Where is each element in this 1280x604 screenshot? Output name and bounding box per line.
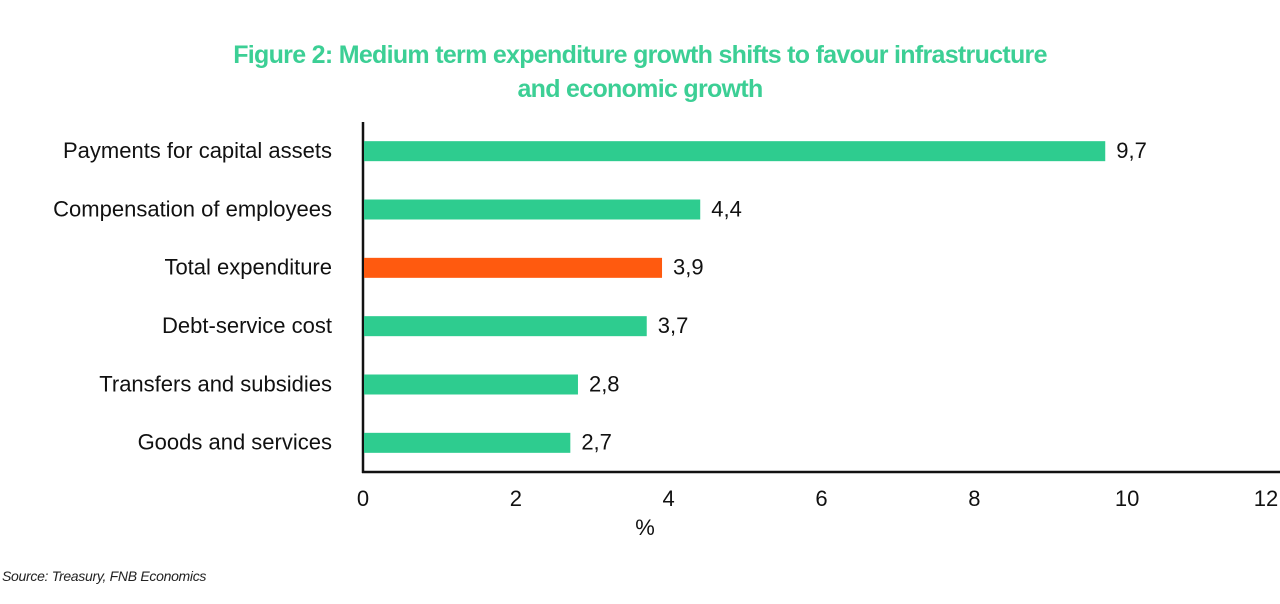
bar bbox=[364, 432, 571, 453]
bar bbox=[364, 316, 647, 337]
bar bbox=[364, 257, 663, 278]
chart-title: Figure 2: Medium term expenditure growth… bbox=[233, 41, 1047, 103]
data-label: 2,8 bbox=[589, 371, 620, 396]
x-axis-label: % bbox=[635, 515, 655, 540]
x-tick-label: 0 bbox=[357, 486, 369, 511]
bar bbox=[364, 199, 701, 220]
x-tick-label: 6 bbox=[815, 486, 827, 511]
x-tick-label: 4 bbox=[663, 486, 675, 511]
x-tick-label: 10 bbox=[1115, 486, 1139, 511]
x-tick-label: 12 bbox=[1254, 486, 1278, 511]
bar bbox=[364, 141, 1106, 162]
data-label: 9,7 bbox=[1116, 138, 1147, 163]
y-tick-label: Compensation of employees bbox=[53, 196, 332, 221]
data-label: 2,7 bbox=[581, 430, 612, 455]
data-label: 3,7 bbox=[658, 313, 689, 338]
y-tick-label: Transfers and subsidies bbox=[99, 371, 332, 396]
y-tick-label: Payments for capital assets bbox=[63, 138, 332, 163]
x-tick-label: 8 bbox=[968, 486, 980, 511]
source-note: Source: Treasury, FNB Economics bbox=[2, 568, 207, 584]
y-tick-label: Total expenditure bbox=[164, 255, 332, 280]
data-label: 3,9 bbox=[673, 255, 704, 280]
x-tick-label: 2 bbox=[510, 486, 522, 511]
y-tick-label: Goods and services bbox=[138, 430, 332, 455]
data-label: 4,4 bbox=[711, 196, 742, 221]
y-tick-label: Debt-service cost bbox=[162, 313, 332, 338]
bar bbox=[364, 374, 578, 395]
